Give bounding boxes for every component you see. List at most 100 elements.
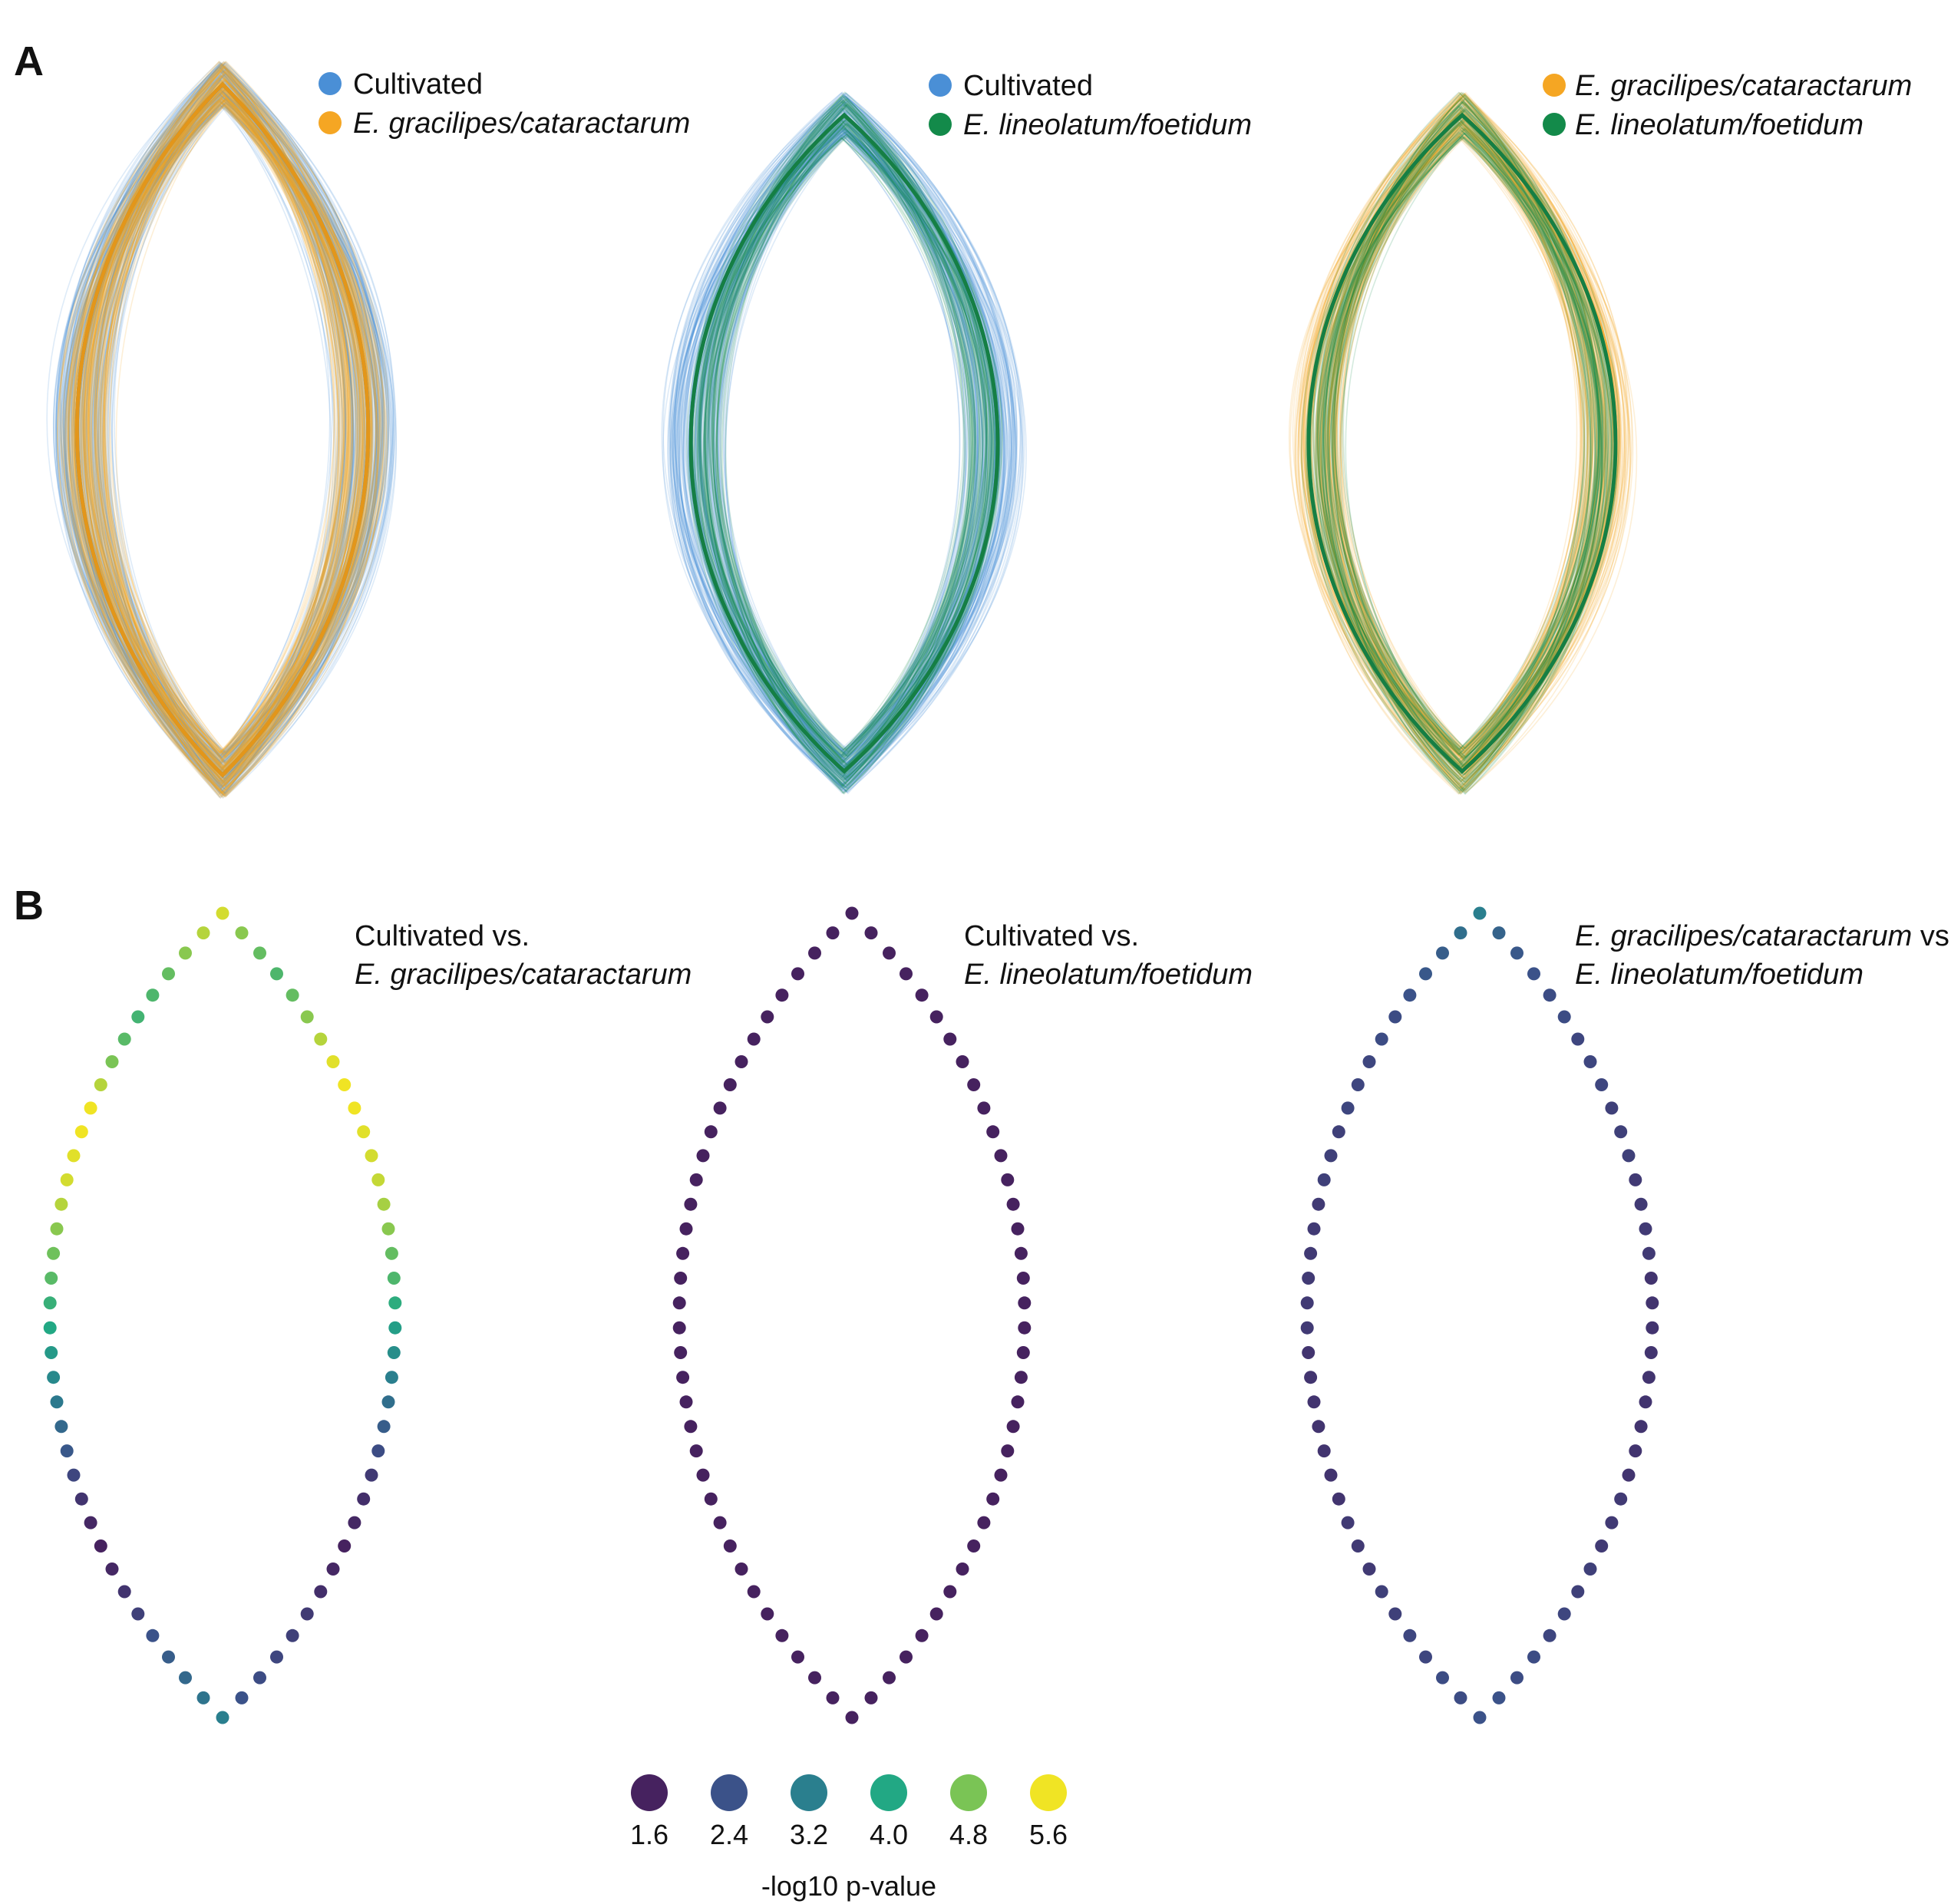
specimen-outline: [1320, 133, 1596, 766]
specimen-outline: [1294, 93, 1626, 786]
specimen-outline: [1330, 104, 1588, 750]
specimen-outline: [694, 135, 985, 767]
legend-marker: [319, 111, 342, 134]
specimen-outline: [53, 94, 378, 761]
specimen-outline: [672, 128, 1018, 761]
specimen-outline: [97, 80, 356, 757]
landmark-point: [387, 1272, 401, 1285]
landmark-point: [1419, 1650, 1432, 1664]
landmark-point: [1583, 1562, 1597, 1576]
landmark-point: [1639, 1222, 1652, 1236]
landmark-point: [388, 1296, 402, 1310]
specimen-outline: [100, 64, 335, 755]
specimen-outline: [691, 101, 988, 758]
specimen-outline: [1320, 124, 1610, 769]
specimen-outline: [94, 65, 345, 769]
specimen-outline: [1335, 120, 1600, 769]
legend-label: E. gracilipes/cataractarum: [353, 107, 690, 140]
specimen-outline: [1300, 93, 1616, 772]
specimen-outline: [699, 107, 988, 765]
specimen-outline: [662, 92, 1018, 768]
specimen-outline: [1306, 134, 1626, 794]
specimen-outline: [1322, 123, 1593, 782]
landmark-point: [117, 1032, 131, 1046]
landmark-point: [672, 1296, 686, 1310]
specimen-outline: [100, 71, 353, 795]
landmark-point: [704, 1492, 718, 1506]
mean-outline: [1306, 112, 1618, 774]
specimen-outline: [675, 111, 1022, 777]
landmark-point: [314, 1585, 328, 1599]
specimen-outline: [101, 78, 350, 795]
landmark-point: [1006, 1420, 1020, 1434]
specimen-outline: [64, 81, 365, 780]
specimen-outline: [75, 61, 377, 795]
specimen-outline: [97, 101, 358, 784]
landmark-point: [1629, 1444, 1642, 1458]
specimen-outline: [94, 97, 360, 777]
specimen-outline: [695, 130, 996, 793]
specimen-outline: [84, 98, 371, 794]
specimen-outline: [1323, 120, 1593, 765]
panel-a-outline-overlay-3: [1288, 91, 1638, 795]
specimen-outline: [1316, 128, 1606, 794]
specimen-outline: [1327, 107, 1606, 753]
landmark-point: [1001, 1173, 1015, 1186]
specimen-outline: [672, 92, 1024, 791]
specimen-outline: [703, 105, 993, 795]
specimen-outline: [1308, 96, 1598, 772]
specimen-outline: [712, 135, 989, 766]
landmark-point: [381, 1395, 395, 1409]
specimen-outline: [103, 81, 340, 798]
specimen-outline: [55, 74, 379, 759]
specimen-outline: [104, 77, 342, 786]
legend-label: Cultivated: [353, 68, 483, 101]
landmark-point: [1595, 1078, 1609, 1091]
specimen-outline: [678, 137, 1009, 788]
landmark-point: [45, 1346, 58, 1359]
specimen-outline: [669, 131, 1024, 787]
landmark-point: [1317, 1444, 1331, 1458]
specimen-outline: [89, 67, 347, 788]
landmark-point: [54, 1420, 68, 1434]
specimen-outline: [719, 128, 983, 763]
specimen-outline: [104, 69, 361, 765]
landmark-point: [808, 1671, 821, 1685]
specimen-outline: [1329, 136, 1603, 793]
specimen-outline: [64, 79, 380, 795]
landmark-point: [704, 1125, 718, 1139]
landmark-point: [47, 1246, 61, 1260]
specimen-outline: [73, 104, 378, 798]
landmark-point: [253, 946, 266, 960]
specimen-outline: [717, 127, 977, 766]
specimen-outline: [1332, 136, 1601, 763]
landmark-point: [270, 1650, 283, 1664]
specimen-outline: [58, 66, 390, 763]
specimen-outline: [58, 71, 372, 761]
landmark-point: [1605, 1516, 1619, 1529]
landmark-point: [967, 1078, 981, 1091]
specimen-outline: [1326, 117, 1606, 774]
specimen-outline: [1306, 120, 1611, 759]
legend-label: E. lineolatum/foetidum: [963, 109, 1252, 141]
specimen-outline: [1332, 103, 1596, 791]
specimen-outline: [82, 76, 355, 794]
specimen-outline: [111, 87, 348, 787]
specimen-outline: [1328, 111, 1603, 786]
specimen-outline: [697, 133, 999, 775]
landmark-point: [45, 1272, 58, 1285]
specimen-outline: [1332, 94, 1605, 786]
specimen-outline: [687, 107, 1005, 777]
color-legend-tick: 5.6: [1029, 1819, 1068, 1850]
specimen-outline: [1329, 122, 1599, 757]
specimen-outline: [678, 101, 1015, 781]
specimen-outline: [88, 70, 373, 759]
specimen-outline: [1342, 103, 1593, 755]
specimen-outline: [1309, 127, 1613, 760]
landmark-point: [300, 1607, 314, 1621]
specimen-outline: [705, 116, 987, 787]
specimen-outline: [86, 90, 348, 757]
specimen-outline: [1294, 125, 1623, 787]
specimen-outline: [102, 87, 339, 754]
specimen-outline: [73, 74, 359, 788]
